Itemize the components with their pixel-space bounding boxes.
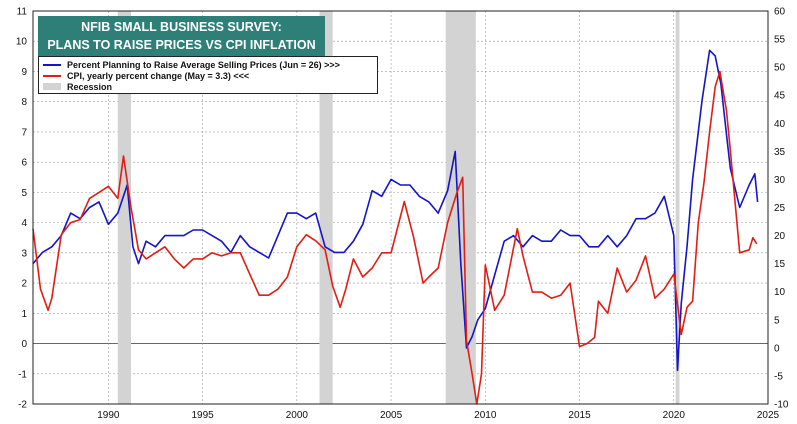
legend-red-swatch <box>43 74 61 77</box>
left-tick-label: 9 <box>21 67 27 78</box>
series-layer <box>32 49 759 405</box>
left-tick-label: 8 <box>21 97 27 108</box>
left-tick-label: 3 <box>21 248 27 259</box>
right-tick-label: 45 <box>774 91 786 102</box>
recession-band <box>319 11 333 404</box>
legend-red-label: CPI, yearly percent change (May = 3.3) <… <box>67 70 250 81</box>
left-tick-label: 5 <box>21 188 27 199</box>
left-tick-label: 0 <box>21 339 27 350</box>
left-tick-label: 11 <box>17 7 28 18</box>
right-tick-label: 60 <box>774 7 786 18</box>
right-tick-label: -5 <box>774 371 783 382</box>
legend-recession-label: Recession <box>67 81 113 92</box>
left-tick-label: -1 <box>18 369 27 380</box>
plot-frame <box>32 10 769 405</box>
chart-title: NFIB SMALL BUSINESS SURVEY: PLANS TO RAI… <box>38 16 325 56</box>
right-tick-label: 40 <box>774 119 786 130</box>
right-tick-label: 55 <box>774 35 786 46</box>
legend: Percent Planning to Raise Average Sellin… <box>38 56 378 94</box>
left-tick-label: 4 <box>21 218 27 229</box>
series-line-cpi <box>32 70 758 405</box>
right-tick-label: 0 <box>774 343 780 354</box>
x-tick-label: 1990 <box>97 410 120 421</box>
left-tick-label: 10 <box>16 37 28 48</box>
x-tick-label: 2000 <box>286 410 309 421</box>
legend-item-recession: Recession <box>43 81 373 92</box>
x-tick-label: 2015 <box>568 410 591 421</box>
legend-recession-swatch <box>43 83 61 90</box>
right-tick-label: 50 <box>774 63 786 74</box>
x-tick-label: 1995 <box>191 410 214 421</box>
x-tick-label: 2020 <box>663 410 686 421</box>
series-line-plans-to-raise-prices <box>32 49 759 372</box>
left-tick-label: 7 <box>21 127 27 138</box>
right-tick-label: 35 <box>774 147 786 158</box>
x-tick-label: 2010 <box>474 410 497 421</box>
right-tick-label: 20 <box>774 231 786 242</box>
right-tick-label: 15 <box>774 259 786 270</box>
legend-blue-label: Percent Planning to Raise Average Sellin… <box>67 59 340 70</box>
recession-band <box>445 11 476 404</box>
legend-item-red: CPI, yearly percent change (May = 3.3) <… <box>43 70 373 81</box>
right-tick-label: 25 <box>774 203 786 214</box>
legend-item-blue: Percent Planning to Raise Average Sellin… <box>43 59 373 70</box>
x-tick-label: 2005 <box>380 410 403 421</box>
recession-band <box>117 11 131 404</box>
legend-blue-swatch <box>43 63 61 66</box>
left-tick-label: 1 <box>21 309 27 320</box>
x-tick-label: 2025 <box>757 410 780 421</box>
chart-title-line1: NFIB SMALL BUSINESS SURVEY: <box>81 20 282 34</box>
chart-title-line2: PLANS TO RAISE PRICES VS CPI INFLATION <box>47 38 316 52</box>
axis-layer: -2-101234567891011-10-505101520253035404… <box>16 7 789 422</box>
right-tick-label: 30 <box>774 175 786 186</box>
right-tick-label: 10 <box>774 287 786 298</box>
recession-band <box>675 11 680 404</box>
left-tick-label: -2 <box>18 400 27 411</box>
right-tick-label: 5 <box>774 315 780 326</box>
right-tick-label: -10 <box>774 400 789 411</box>
left-tick-label: 6 <box>21 158 27 169</box>
left-tick-label: 2 <box>21 279 27 290</box>
